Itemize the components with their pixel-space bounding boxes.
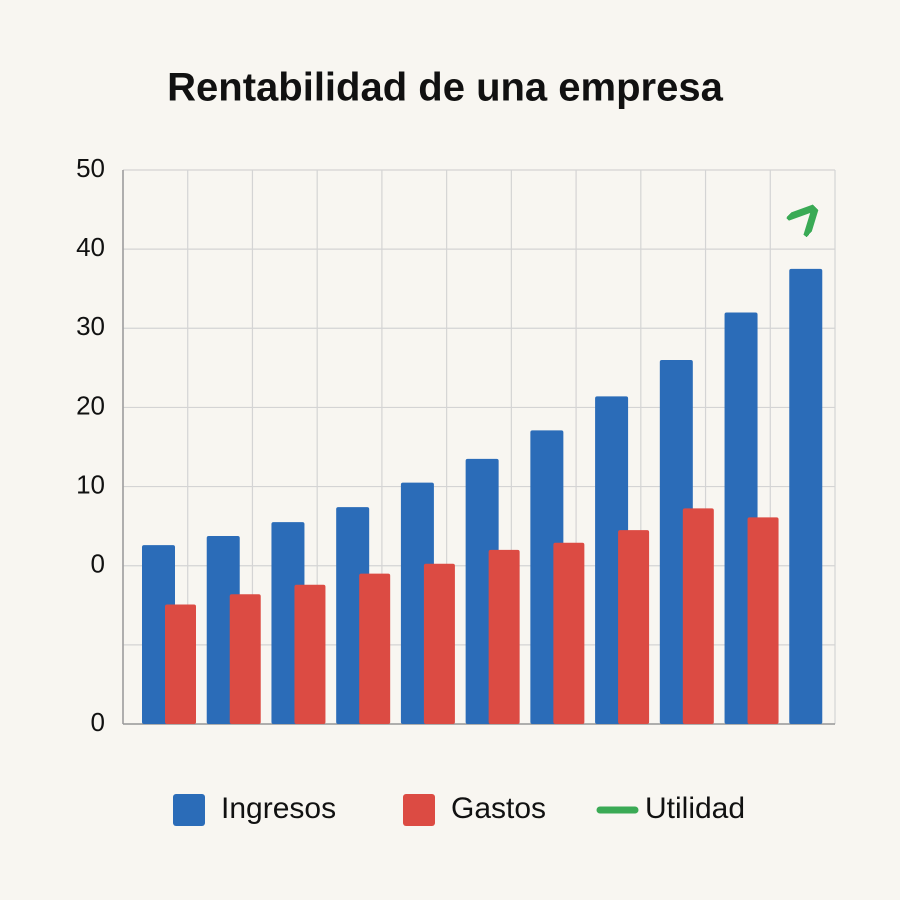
bar — [682, 508, 714, 724]
y-tick-label: 0 — [91, 549, 105, 579]
bar — [488, 549, 520, 724]
y-tick-label: 10 — [76, 469, 105, 499]
bar — [229, 594, 261, 724]
chart-title: Rentabilidad de una empresa — [167, 66, 723, 110]
y-tick-label: 30 — [76, 311, 105, 341]
legend-label: Utilidad — [645, 792, 745, 825]
bar — [165, 604, 196, 724]
legend-swatch — [403, 794, 435, 826]
bar — [747, 517, 779, 724]
y-tick-label: 40 — [76, 232, 105, 262]
bar — [359, 573, 391, 724]
y-tick-label: 50 — [76, 153, 105, 183]
y-tick-label: 0 — [91, 707, 105, 737]
bar — [553, 542, 585, 724]
legend-swatch — [173, 794, 205, 826]
y-tick-label: 20 — [76, 390, 105, 420]
bar — [789, 268, 823, 724]
legend-label: Gastos — [451, 792, 546, 825]
bar — [618, 530, 650, 724]
bar — [423, 563, 455, 724]
legend-label: Ingresos — [221, 792, 336, 825]
bar — [294, 584, 326, 724]
